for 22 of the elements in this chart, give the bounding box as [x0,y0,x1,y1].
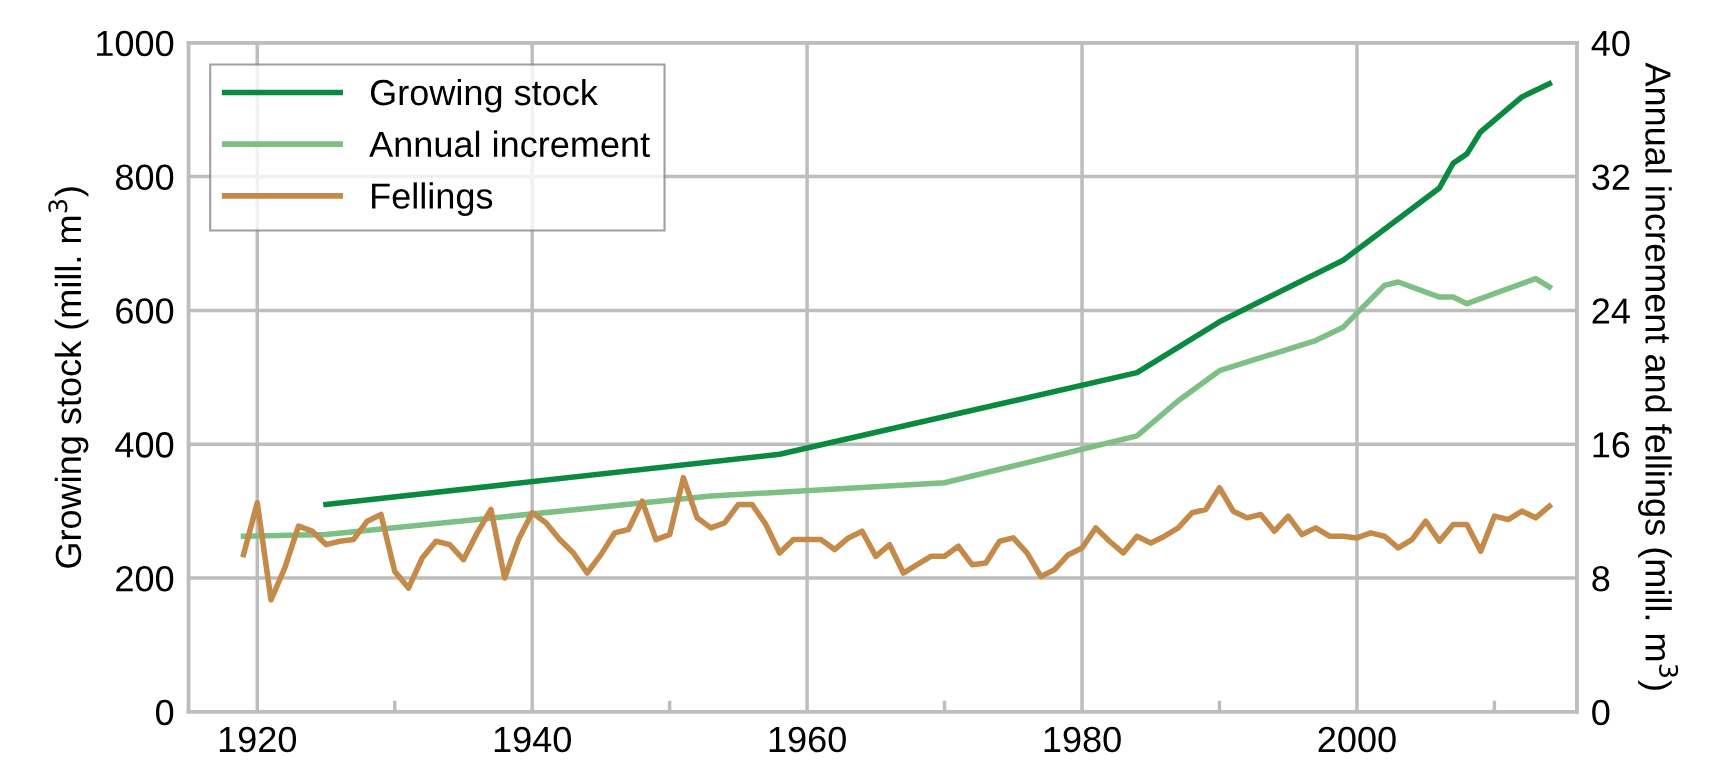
y-tick-label: 600 [116,298,174,324]
legend-label: Annual increment [369,130,650,158]
y2-tick-label: 40 [1591,30,1630,57]
x-tick-label: 1960 [769,726,846,753]
y2-tick-label: 16 [1593,432,1630,458]
y-tick-label: 400 [115,432,174,458]
y-axis-title: Growing stock (mill. m$^{3}$) [48,187,89,568]
y2-tick-label: 24 [1592,298,1630,324]
y-tick-label: 800 [115,164,174,191]
legend-label: Growing stock [370,78,598,113]
y-tick-label: 200 [116,565,174,592]
x-tick-label: 1920 [219,726,297,753]
x-tick-label: 1940 [494,726,571,753]
y-tick-label: 0 [155,699,174,726]
y2-tick-label: 32 [1592,164,1630,191]
legend-label: Fellings [372,182,493,216]
y2-tick-label: 8 [1592,565,1610,592]
x-tick-label: 1980 [1044,726,1121,753]
y2-axis-title: Annual increment and fellings (mill. m$^{3}$) [1638,62,1679,690]
y-tick-label: 1000 [97,30,174,57]
y2-tick-label: 0 [1592,699,1610,726]
x-tick-label: 2000 [1318,726,1396,753]
